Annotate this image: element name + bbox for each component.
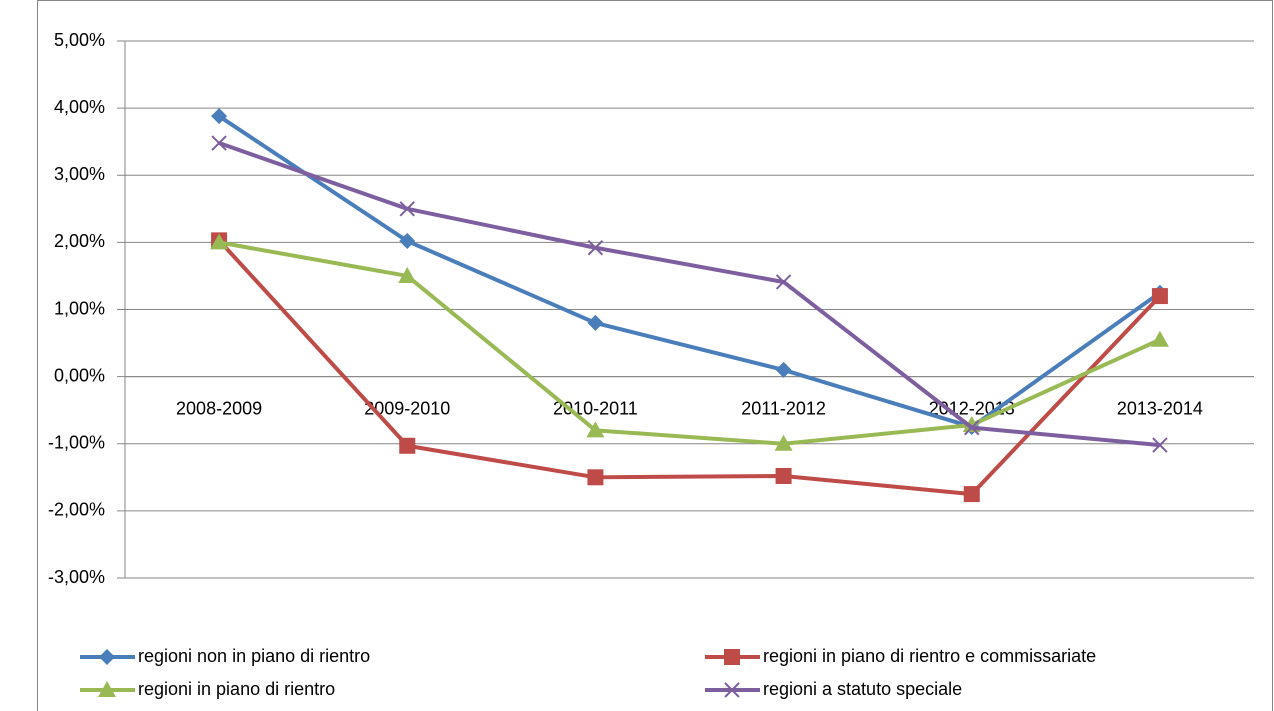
marker (587, 469, 604, 486)
legend-label: regioni in piano di rientro e commissari… (763, 646, 1096, 666)
marker (210, 233, 229, 250)
y-tick-label: 2,00% (54, 231, 105, 251)
y-tick-label: -3,00% (48, 567, 105, 587)
marker (775, 467, 792, 484)
y-tick-label: 1,00% (54, 298, 105, 318)
x-tick-label: 2011-2012 (741, 398, 826, 418)
y-tick-label: 4,00% (54, 97, 105, 117)
marker (775, 274, 792, 290)
series-line (218, 240, 1161, 446)
marker (399, 233, 416, 250)
marker (587, 314, 604, 331)
marker (964, 419, 980, 436)
marker (399, 437, 416, 454)
marker (98, 681, 116, 697)
marker (1152, 437, 1168, 453)
marker (774, 434, 793, 451)
marker (398, 266, 417, 283)
legend-label: regioni in piano di rientro (138, 679, 335, 699)
marker (399, 201, 415, 217)
marker (211, 135, 227, 151)
legend-label: regioni a statuto speciale (763, 679, 962, 699)
y-tick-label: -2,00% (48, 500, 105, 520)
y-tick-label: -1,00% (48, 433, 105, 453)
marker (1150, 330, 1169, 347)
x-tick-label: 2013-2014 (1117, 398, 1203, 418)
marker (99, 649, 115, 665)
x-tick-label: 2012-2013 (929, 398, 1015, 418)
marker (724, 682, 740, 698)
chart-frame (37, 0, 1273, 711)
series-line (217, 239, 1162, 497)
series-line (218, 141, 1161, 448)
marker (211, 108, 228, 125)
marker (963, 486, 980, 503)
marker (587, 240, 604, 256)
y-tick-label: 0,00% (54, 365, 105, 385)
marker (586, 421, 605, 438)
marker (724, 649, 740, 665)
marker (1151, 288, 1168, 305)
marker (775, 361, 792, 378)
y-tick-label: 3,00% (54, 164, 105, 184)
legend-label: regioni non in piano di rientro (138, 646, 370, 666)
x-tick-label: 2008-2009 (176, 398, 262, 418)
x-tick-label: 2009-2010 (364, 398, 450, 418)
y-tick-label: 5,00% (54, 30, 105, 50)
series-line (217, 114, 1162, 429)
